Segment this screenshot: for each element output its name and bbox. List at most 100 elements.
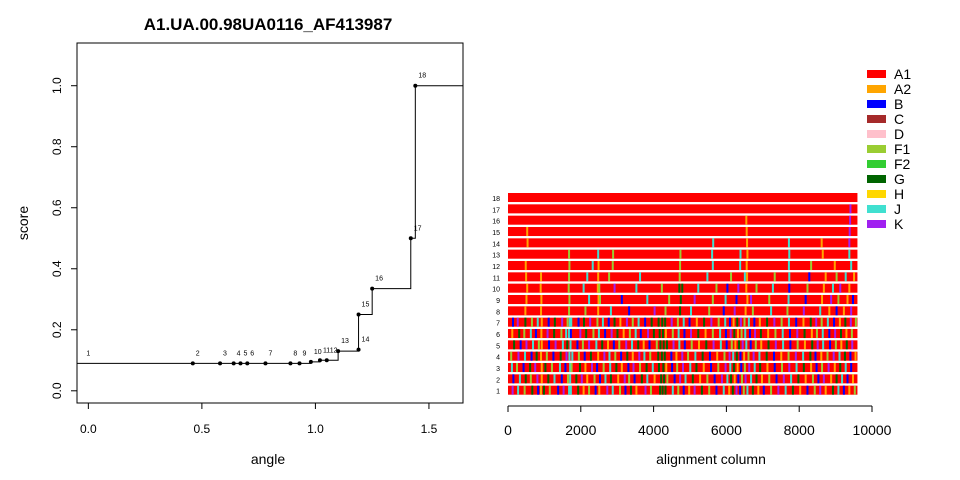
- x-tick-label: 0.5: [194, 422, 211, 436]
- x-axis-label: angle: [251, 451, 285, 467]
- legend-entry: D: [867, 126, 904, 142]
- variant-mark: [745, 261, 748, 271]
- variant-mark: [576, 340, 579, 350]
- variant-mark: [849, 317, 852, 327]
- variant-mark: [794, 351, 797, 361]
- variant-mark: [613, 317, 616, 327]
- variant-mark: [646, 295, 649, 305]
- variant-mark: [743, 351, 746, 361]
- sequence-row: 8: [496, 306, 858, 316]
- step-point: [231, 361, 236, 366]
- variant-mark: [651, 363, 654, 373]
- row-bar: [508, 329, 858, 339]
- variant-mark: [517, 385, 520, 395]
- step-point: [370, 286, 375, 291]
- variant-mark: [820, 238, 823, 248]
- variant-mark: [831, 283, 834, 293]
- variant-mark: [711, 249, 714, 259]
- variant-mark: [658, 329, 661, 339]
- variant-mark: [728, 317, 731, 327]
- variant-mark: [585, 329, 588, 339]
- variant-mark: [668, 295, 671, 305]
- variant-mark: [596, 283, 599, 293]
- variant-mark: [710, 317, 713, 327]
- variant-mark: [745, 283, 748, 293]
- variant-mark: [566, 317, 569, 327]
- row-label: 1: [496, 389, 500, 396]
- variant-mark: [781, 363, 783, 373]
- variant-mark: [688, 317, 691, 327]
- row-label: 4: [496, 355, 500, 362]
- variant-mark: [565, 329, 568, 339]
- variant-mark: [566, 340, 569, 350]
- variant-mark: [633, 374, 636, 384]
- variant-mark: [746, 249, 749, 259]
- variant-mark: [744, 329, 747, 339]
- variant-mark: [745, 215, 748, 225]
- variant-mark: [631, 351, 634, 361]
- row-bar: [508, 374, 858, 384]
- row-label: 15: [492, 230, 500, 237]
- variant-mark: [639, 272, 642, 282]
- variant-mark: [691, 374, 694, 384]
- variant-mark: [635, 283, 638, 293]
- variant-mark: [737, 374, 740, 384]
- variant-mark: [749, 340, 752, 350]
- variant-mark: [592, 329, 595, 339]
- variant-mark: [569, 374, 572, 384]
- variant-mark: [748, 329, 751, 339]
- variant-mark: [820, 317, 823, 327]
- variant-mark: [586, 272, 589, 282]
- variant-mark: [837, 295, 840, 305]
- variant-mark: [671, 385, 674, 395]
- variant-mark: [822, 283, 825, 293]
- variant-mark: [530, 351, 533, 361]
- variant-mark: [835, 306, 838, 316]
- variant-mark: [849, 215, 852, 225]
- variant-mark: [695, 317, 698, 327]
- variant-mark: [706, 272, 709, 282]
- variant-mark: [732, 351, 735, 361]
- variant-mark: [720, 374, 723, 384]
- variant-mark: [565, 351, 568, 361]
- variant-mark: [625, 317, 628, 327]
- variant-mark: [762, 385, 765, 395]
- variant-mark: [599, 374, 601, 384]
- variant-mark: [523, 329, 526, 339]
- legend-label: K: [894, 216, 904, 232]
- variant-mark: [711, 329, 714, 339]
- variant-mark: [784, 385, 787, 395]
- variant-mark: [525, 295, 528, 305]
- variant-mark: [737, 283, 740, 293]
- variant-mark: [643, 351, 646, 361]
- variant-mark: [526, 227, 529, 237]
- variant-mark: [539, 283, 542, 293]
- variant-mark: [598, 385, 601, 395]
- row-label: 14: [492, 241, 500, 248]
- variant-mark: [746, 238, 749, 248]
- variant-mark: [687, 351, 690, 361]
- variant-mark: [597, 306, 600, 316]
- variant-mark: [586, 374, 589, 384]
- variant-mark: [562, 385, 565, 395]
- variant-mark: [676, 363, 679, 373]
- variant-mark: [840, 340, 843, 350]
- variant-mark: [580, 374, 583, 384]
- point-label: 14: [362, 337, 370, 344]
- variant-mark: [659, 340, 662, 350]
- variant-mark: [809, 351, 812, 361]
- row-label: 5: [496, 343, 500, 350]
- variant-mark: [618, 340, 621, 350]
- legend-swatch: [867, 130, 886, 138]
- variant-mark: [611, 385, 614, 395]
- variant-mark: [787, 351, 790, 361]
- variant-mark: [624, 385, 627, 395]
- variant-mark: [681, 351, 684, 361]
- sequence-row: 11: [493, 272, 858, 282]
- variant-mark: [534, 329, 537, 339]
- variant-mark: [593, 374, 596, 384]
- variant-mark: [745, 227, 748, 237]
- variant-mark: [568, 261, 571, 271]
- variant-mark: [644, 385, 647, 395]
